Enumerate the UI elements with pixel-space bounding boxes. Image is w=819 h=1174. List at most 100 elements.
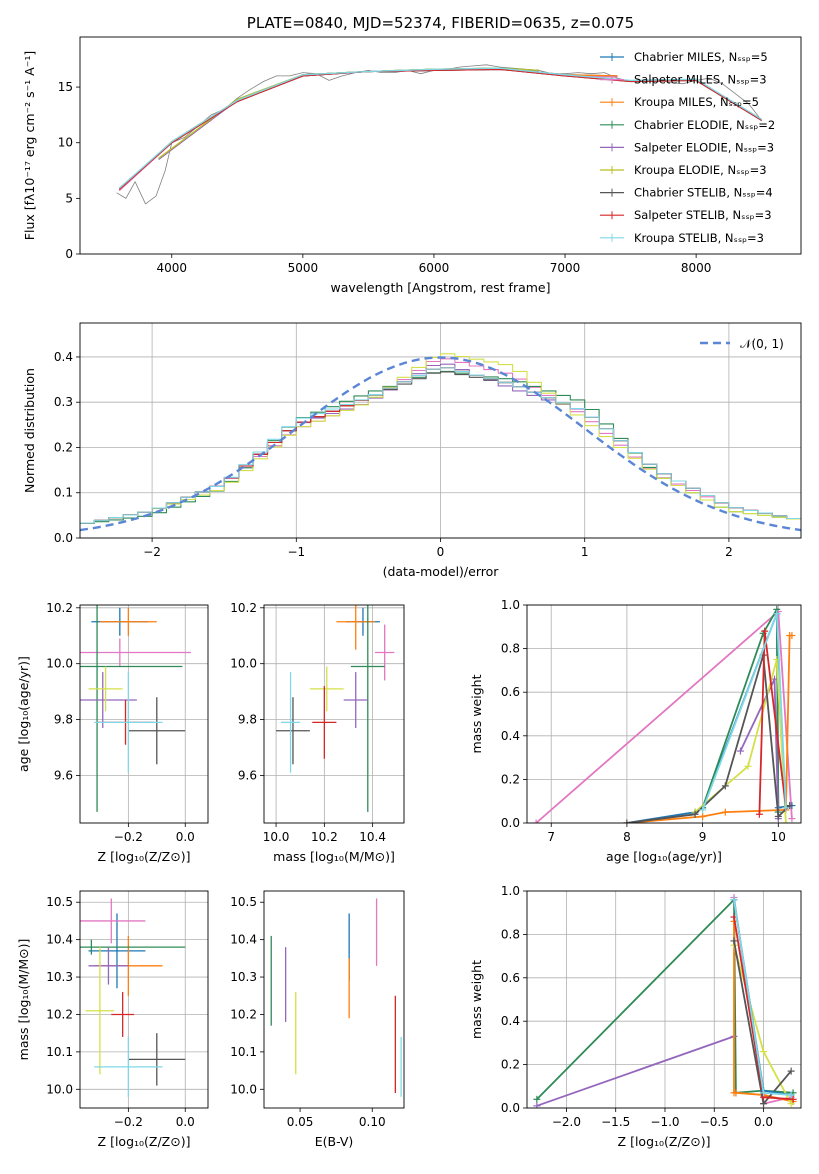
- panel-3-frame: [79, 604, 209, 824]
- weight-series-line: [701, 612, 787, 811]
- x-axis-label: Z [log₁₀(Z/Z⊙)]: [618, 1134, 711, 1149]
- weight-marker: [773, 610, 781, 618]
- errorbar-point: [99, 607, 157, 636]
- normal-curve: [80, 356, 801, 532]
- x-axis-label: wavelength [Angstrom, rest frame]: [330, 280, 550, 295]
- y-tick-label: 0.2: [501, 772, 520, 786]
- y-tick-label: 0.4: [54, 350, 73, 364]
- x-tick-label: 8: [623, 830, 631, 844]
- panel-5-frame: [526, 604, 802, 824]
- panel-8-weight-lines: [533, 894, 797, 1108]
- errorbar-point: [276, 697, 310, 765]
- y-tick-label: 0: [65, 247, 73, 261]
- y-tick-label: 1.0: [501, 598, 520, 612]
- y-tick-label: 0.8: [501, 927, 520, 941]
- weight-series-line: [536, 1035, 735, 1107]
- x-tick-label: 10: [771, 830, 786, 844]
- y-tick-label: 10.0: [46, 657, 73, 671]
- x-tick-label: −0.5: [700, 1115, 729, 1129]
- x-tick-label: 0: [437, 545, 445, 559]
- panel-7-axes: 0.05 0.10 10.0 10.1 10.2 10.3 10.4 10.5 E(B-V): [230, 895, 385, 1149]
- y-tick-label: 10.5: [46, 895, 73, 909]
- x-tick-label: −0.2: [114, 830, 143, 844]
- x-tick-label: 6000: [419, 261, 450, 275]
- spectrum-legend: Chabrier MILES, Nₛₛₚ=5 Salpeter MILES, Nₛ…: [600, 50, 775, 245]
- errorbar-point: [80, 605, 183, 812]
- histograms: [80, 353, 801, 532]
- y-tick-label: 15: [58, 80, 73, 94]
- panel-7-errorbars: [270, 898, 402, 1097]
- weight-marker: [787, 1100, 795, 1108]
- x-axis-label: (data-model)/error: [383, 564, 500, 579]
- x-tick-label: 10.0: [263, 830, 290, 844]
- y-tick-label: 10.1: [46, 1045, 73, 1059]
- x-tick-label: −2.0: [552, 1115, 581, 1129]
- x-tick-label: 0.05: [287, 1115, 314, 1129]
- legend-label: Kroupa ELODIE, Nₛₛₚ=3: [634, 163, 767, 177]
- y-axis-label: age [log₁₀(age/yr)]: [16, 656, 31, 772]
- y-tick-label: 9.6: [54, 768, 73, 782]
- y-tick-label: 10.4: [230, 933, 257, 947]
- x-tick-label: −1.0: [650, 1115, 679, 1129]
- y-tick-label: 10.5: [230, 895, 257, 909]
- model-spectrum-line: [118, 68, 763, 190]
- panel-1-frame: [79, 36, 802, 255]
- histogram-legend: 𝒩(0, 1): [700, 337, 784, 351]
- y-axis-label: mass weight: [469, 960, 484, 1039]
- y-tick-label: 10.2: [230, 601, 257, 615]
- errorbar-point: [128, 1033, 186, 1086]
- y-tick-label: 9.6: [238, 768, 257, 782]
- x-axis-label: Z [log₁₀(Z/Z⊙)]: [98, 1134, 191, 1149]
- x-tick-label: 7000: [550, 261, 581, 275]
- panel-6-axes: −0.2 0.0 10.0 10.1 10.2 10.3 10.4 10.5 Z [log₁₀(…: [16, 891, 208, 1149]
- y-tick-label: 0.2: [54, 440, 73, 454]
- x-tick-label: 4000: [156, 261, 187, 275]
- y-tick-label: 10.2: [230, 1007, 257, 1021]
- y-tick-label: 10.3: [230, 970, 257, 984]
- errorbar-point: [375, 624, 395, 681]
- legend-label: Chabrier STELIB, Nₛₛₚ=4: [634, 186, 773, 200]
- y-tick-label: 0.0: [501, 816, 520, 830]
- panel-3-errorbars: [80, 605, 191, 812]
- weight-marker: [699, 806, 707, 814]
- histogram-series: [80, 353, 801, 524]
- x-tick-label: −0.2: [114, 1115, 143, 1129]
- errorbar-point: [111, 992, 135, 1037]
- legend-label: Salpeter ELODIE, Nₛₛₚ=3: [634, 140, 774, 154]
- y-axis-label: mass weight: [469, 674, 484, 753]
- panel-1-axes: 4000 5000 6000 7000 8000 0 5 10 15 wavelength [An…: [22, 14, 711, 295]
- y-tick-label: 10.0: [46, 1082, 73, 1096]
- legend-label: Kroupa STELIB, Nₛₛₚ=3: [634, 231, 764, 245]
- legend-label: Salpeter MILES, Nₛₛₚ=3: [634, 73, 767, 87]
- x-tick-label: 9: [699, 830, 707, 844]
- weight-marker: [755, 810, 763, 818]
- weight-marker: [760, 1089, 768, 1097]
- x-axis-label: age [log₁₀(age/yr)]: [606, 849, 722, 864]
- weight-marker: [533, 1095, 541, 1103]
- errorbar-point: [88, 666, 123, 712]
- x-tick-label: 0.0: [176, 830, 195, 844]
- x-tick-label: −1: [287, 545, 305, 559]
- weight-series-line: [626, 634, 792, 823]
- panel-4-axes: 10.0 10.2 10.4 9.6 9.8 10.0 10.2 mass [log₁₀(M/…: [230, 601, 404, 864]
- y-tick-label: 5: [65, 191, 73, 205]
- x-tick-label: 7: [547, 830, 555, 844]
- spectrum-lines: [116, 64, 763, 205]
- panel-7-frame: [263, 890, 405, 1109]
- errorbar-point: [128, 697, 186, 765]
- weight-series-line: [733, 899, 792, 1096]
- errorbar-point: [85, 947, 115, 1075]
- panel-6-errorbars: [80, 898, 186, 1097]
- legend-label: Salpeter STELIB, Nₛₛₚ=3: [634, 208, 772, 222]
- weight-marker: [532, 819, 540, 823]
- model-spectrum-line: [118, 67, 763, 189]
- y-tick-label: 9.8: [54, 713, 73, 727]
- weight-series-line: [733, 897, 792, 1105]
- y-tick-label: 10: [58, 136, 73, 150]
- x-axis-label: mass [log₁₀(M/M⊙)]: [273, 849, 395, 864]
- y-axis-label: mass [log₁₀(M/M⊙)]: [16, 939, 31, 1061]
- x-tick-label: 0.10: [359, 1115, 386, 1129]
- panel-2-frame: [79, 322, 802, 539]
- errorbar-point: [80, 898, 146, 944]
- y-tick-label: 0.8: [501, 642, 520, 656]
